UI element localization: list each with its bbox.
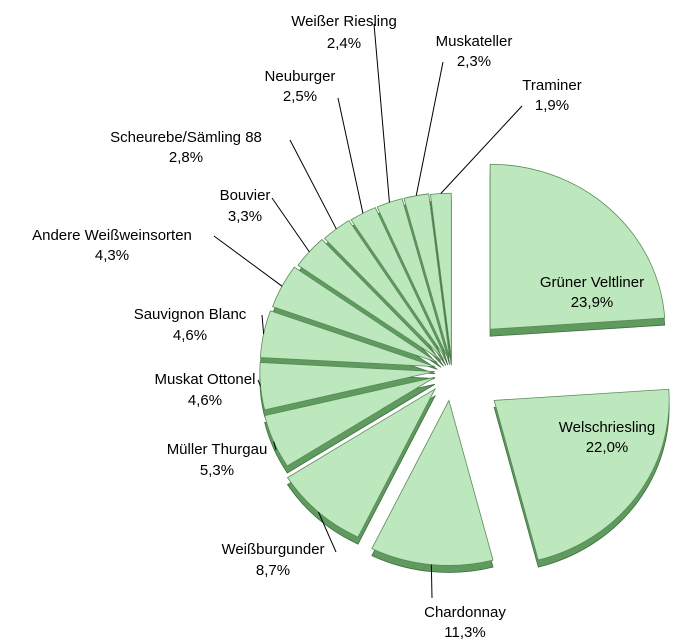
slice bbox=[297, 238, 442, 361]
slice bbox=[429, 192, 452, 359]
leader-line bbox=[430, 564, 433, 599]
leader-line bbox=[289, 139, 337, 230]
category-label: Chardonnay bbox=[424, 604, 506, 621]
value-label: 2,5% bbox=[283, 88, 317, 105]
category-label: Traminer bbox=[522, 77, 581, 94]
slice bbox=[259, 362, 435, 411]
slice bbox=[323, 220, 444, 360]
value-label: 1,9% bbox=[535, 97, 569, 114]
leader-line bbox=[415, 61, 444, 196]
slice bbox=[286, 387, 437, 538]
category-label: Muskateller bbox=[436, 33, 513, 50]
leader-line bbox=[337, 97, 364, 214]
value-label: 5,3% bbox=[200, 462, 234, 479]
category-label: Welschriesling bbox=[559, 419, 655, 436]
slice bbox=[493, 388, 670, 561]
leader-line bbox=[373, 23, 390, 203]
category-label: Neuburger bbox=[265, 68, 336, 85]
leader-line bbox=[317, 511, 337, 553]
value-label: 2,3% bbox=[457, 53, 491, 70]
category-label: Muskat Ottonel bbox=[155, 371, 256, 388]
value-label: 2,4% bbox=[327, 35, 361, 52]
category-label: Bouvier bbox=[220, 187, 271, 204]
value-label: 4,6% bbox=[173, 327, 207, 344]
value-label: 22,0% bbox=[586, 439, 629, 456]
value-label: 4,3% bbox=[95, 247, 129, 264]
leader-line bbox=[440, 105, 523, 194]
slice bbox=[403, 193, 450, 358]
slice bbox=[259, 310, 436, 367]
category-label: Scheurebe/Sämling 88 bbox=[110, 129, 262, 146]
category-label: Müller Thurgau bbox=[167, 441, 268, 458]
value-label: 8,7% bbox=[256, 562, 290, 579]
slice bbox=[376, 198, 449, 359]
value-label: 11,3% bbox=[444, 624, 485, 641]
category-label: Grüner Veltliner bbox=[540, 274, 644, 291]
leader-line bbox=[261, 314, 265, 334]
category-label: Andere Weißweinsorten bbox=[32, 227, 192, 244]
value-label: 4,6% bbox=[188, 392, 222, 409]
leader-line bbox=[257, 379, 262, 387]
category-label: Weißer Riesling bbox=[291, 13, 397, 30]
slice bbox=[489, 163, 666, 330]
value-label: 2,8% bbox=[169, 149, 203, 166]
leader-line bbox=[213, 235, 283, 287]
category-label: Weißburgunder bbox=[221, 541, 324, 558]
slice bbox=[272, 266, 438, 363]
value-label: 3,3% bbox=[228, 208, 262, 225]
category-label: Sauvignon Blanc bbox=[134, 306, 247, 323]
leader-line bbox=[271, 197, 310, 253]
value-label: 23,9% bbox=[571, 294, 614, 311]
leader-line bbox=[273, 441, 277, 451]
